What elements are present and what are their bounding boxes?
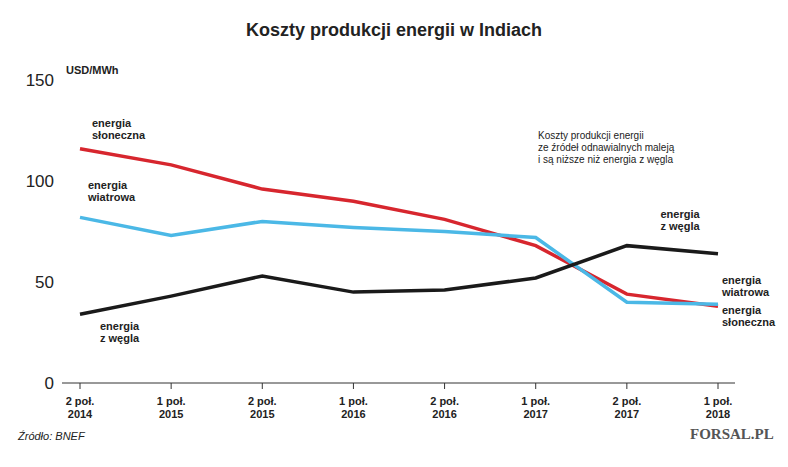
svg-text:energia: energia [722, 304, 762, 316]
svg-text:słoneczna: słoneczna [92, 129, 146, 141]
svg-text:z węgla: z węgla [100, 332, 140, 344]
svg-text:2 poł.: 2 poł. [430, 395, 459, 407]
svg-text:2014: 2014 [68, 408, 93, 420]
html-text:Koszty produkcji energii ze źr: Koszty produkcji energii ze źródeł odnaw… [538, 130, 675, 165]
svg-text:energia: energia [722, 274, 762, 286]
svg-text:1 poł.: 1 poł. [339, 395, 368, 407]
svg-text:2018: 2018 [706, 408, 730, 420]
svg-text:z węgla: z węgla [660, 220, 700, 232]
svg-text:50: 50 [35, 273, 54, 292]
svg-text:100: 100 [26, 172, 54, 191]
svg-text:2 poł.: 2 poł. [248, 395, 277, 407]
svg-text:2016: 2016 [432, 408, 456, 420]
svg-text:1 poł.: 1 poł. [521, 395, 550, 407]
svg-text:słoneczna: słoneczna [722, 316, 776, 328]
svg-text:2017: 2017 [615, 408, 639, 420]
svg-text:2017: 2017 [523, 408, 547, 420]
svg-text:energia: energia [92, 117, 132, 129]
svg-text:energia: energia [660, 208, 700, 220]
svg-text:1 poł.: 1 poł. [704, 395, 733, 407]
svg-text:2 poł.: 2 poł. [66, 395, 95, 407]
svg-text:energia: energia [100, 320, 140, 332]
svg-text:0: 0 [45, 374, 54, 393]
html-text:USD/MWh: USD/MWh [66, 64, 119, 76]
svg-text:2016: 2016 [341, 408, 365, 420]
svg-text:wiatrowa: wiatrowa [87, 191, 136, 203]
html-text:Koszty produkcji energii w Ind: Koszty produkcji energii w Indiach [246, 20, 542, 40]
html-text:FORSAL.PL: FORSAL.PL [690, 426, 774, 442]
html-text:Źródło: BNEF: Źródło: BNEF [18, 430, 85, 442]
svg-text:wiatrowa: wiatrowa [721, 286, 770, 298]
svg-text:1 poł.: 1 poł. [157, 395, 186, 407]
svg-text:150: 150 [26, 71, 54, 90]
svg-text:energia: energia [88, 179, 128, 191]
svg-text:2015: 2015 [250, 408, 274, 420]
svg-text:2 poł.: 2 poł. [612, 395, 641, 407]
svg-text:2015: 2015 [159, 408, 183, 420]
